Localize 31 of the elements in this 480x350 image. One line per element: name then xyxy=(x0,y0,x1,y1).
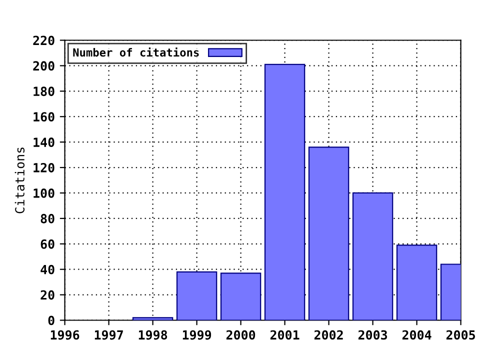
bar xyxy=(352,192,394,320)
x-tick-label: 1998 xyxy=(138,330,168,340)
y-axis-title: Citations xyxy=(14,148,25,214)
y-tick-label: 60 xyxy=(40,239,54,249)
y-tick-label: 40 xyxy=(40,264,54,274)
x-tick-label: 2000 xyxy=(226,330,256,340)
bar xyxy=(220,272,262,320)
y-tick-label: 180 xyxy=(34,86,54,96)
x-tick-label: 2003 xyxy=(358,330,388,340)
y-tick-label: 120 xyxy=(34,162,54,172)
x-tick-label: 2001 xyxy=(270,330,300,340)
y-tick-label: 140 xyxy=(34,138,54,147)
y-tick-label: 20 xyxy=(40,290,54,300)
bar xyxy=(396,244,438,320)
x-tick-label: 2002 xyxy=(314,330,343,340)
x-tick-label: 1997 xyxy=(94,330,123,340)
y-tick-label: 0 xyxy=(48,316,54,326)
y-tick-label: 200 xyxy=(33,61,54,71)
y-tick-label: 220 xyxy=(33,36,54,46)
y-tick-label: 80 xyxy=(40,214,54,224)
y-tick-label: 160 xyxy=(34,112,54,122)
bar xyxy=(308,146,350,320)
y-tick-label: 100 xyxy=(34,188,54,198)
x-tick-label: 1996 xyxy=(50,330,80,340)
x-tick-label: 1999 xyxy=(182,330,212,340)
x-tick-label: 2004 xyxy=(402,330,432,340)
x-tick-label: 2005 xyxy=(446,330,476,340)
legend-label: Number of citations xyxy=(73,47,199,57)
bar xyxy=(264,64,306,320)
bar xyxy=(132,317,174,320)
bar xyxy=(176,271,218,320)
